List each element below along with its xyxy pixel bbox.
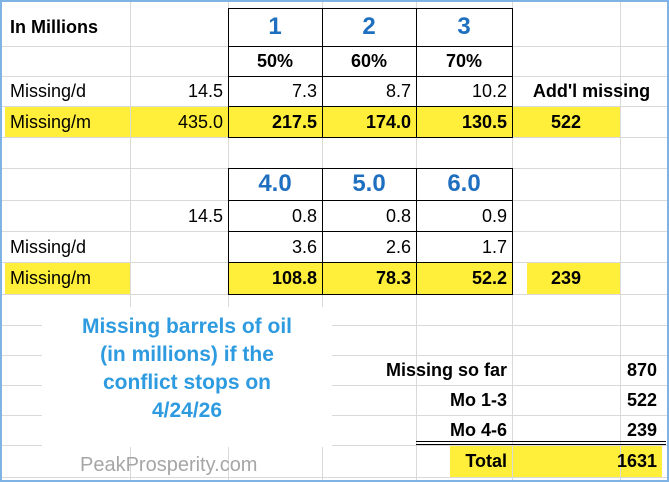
summary-value: 1631 [616,451,657,471]
cell: 10.2 [471,81,507,101]
double-underline [416,444,666,445]
cell: 130.5 [461,111,507,132]
cell: Add'l missing [532,81,651,101]
cell: 239 [550,268,582,288]
summary-label: Total [465,451,507,471]
highlight [450,445,512,477]
summary-label: Mo 4-6 [449,420,507,440]
border [322,8,323,137]
cell: 5.0 [352,170,386,197]
border [228,8,513,9]
summary-label: Missing so far [385,360,507,380]
note-line: Missing barrels of oil [81,315,293,338]
cell: 0.8 [291,205,317,226]
cell: 1 [268,13,282,40]
highlight [5,106,512,137]
cell: 0.9 [481,205,507,226]
grid-line [2,415,667,416]
border [228,137,513,138]
cell: 435.0 [177,111,223,132]
cell: 7.3 [291,81,317,101]
grid-line [2,355,667,356]
cell: 108.8 [271,268,317,288]
grid-line [130,2,131,480]
border [228,46,513,47]
cell: 0.8 [385,205,411,226]
cell: 2.6 [385,236,411,257]
border [228,76,513,77]
cell: 60% [350,51,388,71]
cell: 217.5 [271,111,317,132]
highlight [527,262,620,294]
cell: 4.0 [258,170,292,197]
cell: 522 [550,111,582,132]
cell: Missing/m [10,111,92,132]
cell: 14.5 [187,81,223,101]
cell: 174.0 [365,111,411,132]
grid-line [2,445,667,446]
border [228,8,229,137]
cell: Missing/m [10,268,92,288]
note-line: (in millions) if the [100,343,274,366]
cell: 70% [445,51,483,71]
cell: 8.7 [385,81,411,101]
watermark: PeakProsperity.com [80,454,258,476]
cell: 3 [457,13,471,40]
cell: 1.7 [481,236,507,257]
cell: Missing/d [10,236,87,257]
cell: Missing/d [10,81,87,101]
cell: 78.3 [375,268,411,288]
border [228,262,513,263]
grid-line [2,325,667,326]
grid-line [2,477,667,478]
highlight [5,262,130,294]
cell: 3.6 [291,236,317,257]
text-box: Missing barrels of oil (in millions) if t… [42,307,332,447]
note-line: 4/24/26 [151,399,223,422]
cell: In Millions [10,17,98,37]
summary-value: 870 [626,360,657,380]
cell: 14.5 [187,205,223,226]
highlight [512,445,662,477]
border [228,294,513,295]
summary-value: 522 [626,390,657,410]
summary-value: 239 [626,420,657,440]
highlight [512,106,620,137]
double-underline [416,441,666,442]
border [512,8,513,137]
summary-label: Mo 1-3 [449,390,507,410]
border [228,168,513,169]
border [228,106,513,107]
grid-line [2,385,667,386]
cell: 52.2 [471,268,507,288]
grid-line [620,2,621,480]
border [228,231,513,232]
border [416,8,417,137]
cell: 2 [362,13,376,40]
border [228,200,513,201]
highlight [228,262,512,294]
note-line: conflict stops on [103,371,271,394]
cell: 50% [256,51,294,71]
cell: 6.0 [447,170,481,197]
